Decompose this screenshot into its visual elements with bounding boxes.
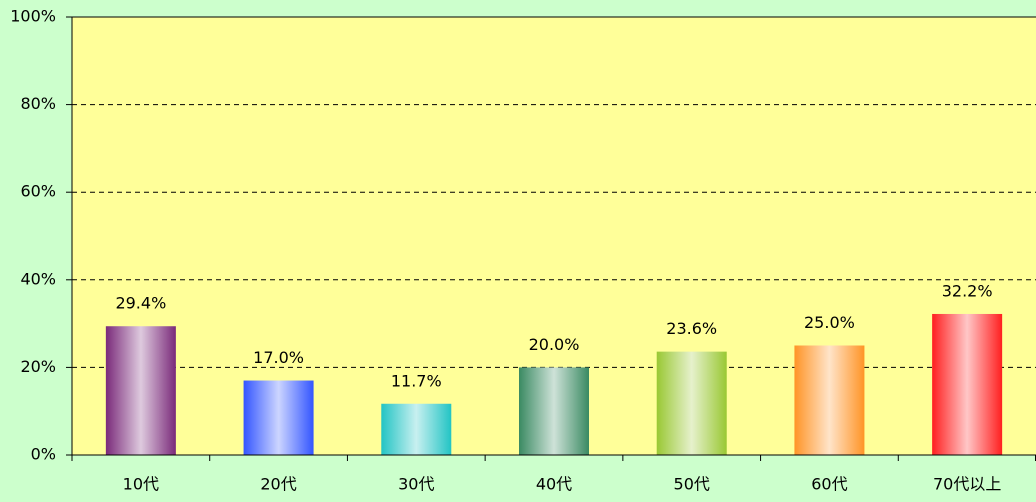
data-label: 17.0%: [253, 348, 304, 367]
x-tick-label: 70代以上: [933, 475, 1001, 494]
x-tick-label: 50代: [674, 475, 710, 494]
data-label: 23.6%: [666, 319, 717, 338]
y-tick-label: 60%: [20, 182, 56, 201]
y-tick-label: 80%: [20, 94, 56, 113]
y-tick-label: 40%: [20, 269, 56, 288]
bar: [381, 403, 452, 455]
bar: [519, 367, 589, 455]
data-label: 20.0%: [529, 335, 580, 354]
data-label: 11.7%: [391, 371, 442, 390]
bar: [932, 313, 1003, 455]
bar: [243, 380, 314, 455]
data-label: 32.2%: [942, 281, 993, 300]
x-tick-label: 20代: [260, 475, 296, 494]
data-label: 29.4%: [115, 294, 166, 313]
bar: [794, 345, 865, 455]
x-tick-label: 40代: [536, 475, 572, 494]
x-tick-label: 10代: [123, 475, 159, 494]
x-tick-label: 60代: [811, 475, 847, 494]
y-tick-label: 100%: [10, 7, 56, 26]
y-tick-label: 20%: [20, 357, 56, 376]
data-label: 25.0%: [804, 313, 855, 332]
x-tick-label: 30代: [398, 475, 434, 494]
bar: [105, 326, 176, 455]
bar: [656, 351, 727, 455]
y-tick-label: 0%: [31, 445, 56, 464]
